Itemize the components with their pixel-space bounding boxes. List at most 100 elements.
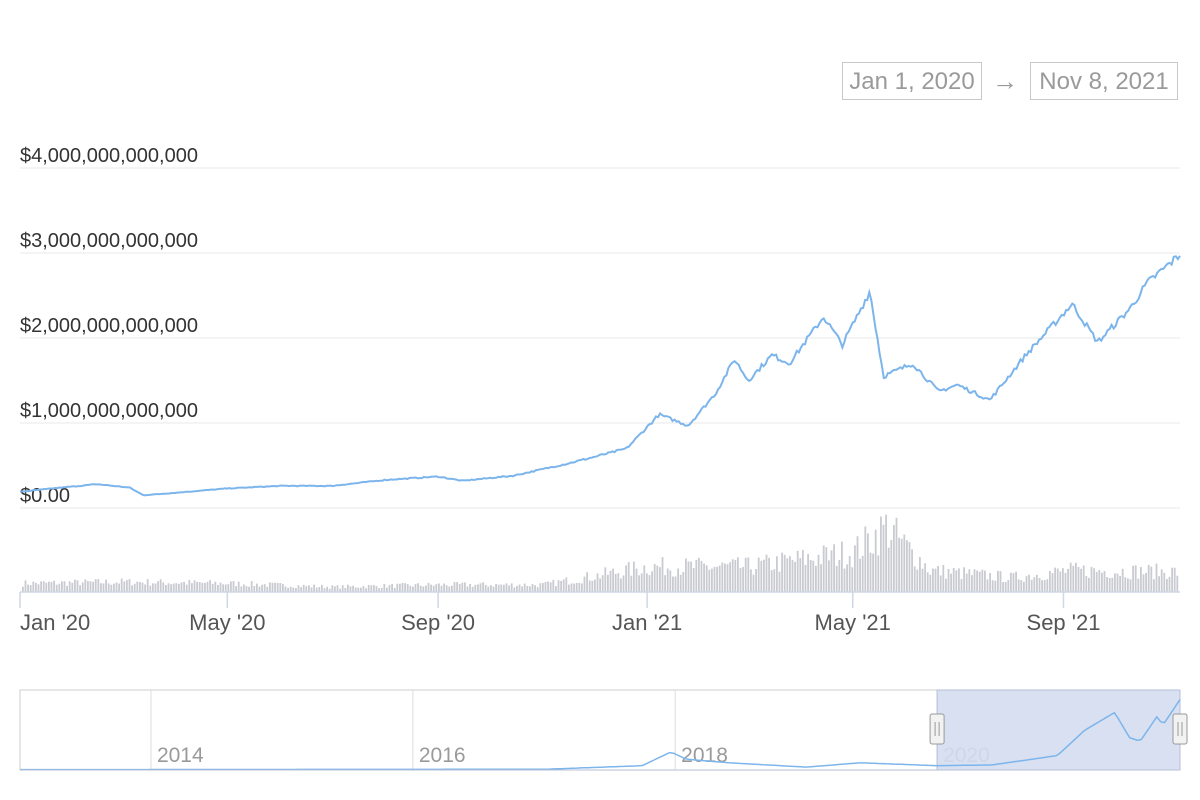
volume-bar [490,585,492,592]
volume-bar [66,585,68,592]
volume-bar [201,582,204,592]
navigator-tick-label: 2016 [419,744,466,767]
volume-bar [614,573,617,592]
volume-bar [222,584,224,592]
volume-bar [1067,568,1069,592]
volume-bar [568,584,570,592]
x-axis: Jan '20 May '20 Sep '20 Jan '21 May '21 Sep '… [19,591,1180,635]
volume-bar [214,581,217,592]
volume-bar [32,581,35,592]
volume-bar [794,561,796,592]
y-tick-label: $2,000,000,000,000 [20,315,198,337]
x-tick-label: Jan '21 [612,610,682,635]
volume-bar [503,584,505,592]
volume-bar [588,580,591,592]
volume-bar [276,582,279,592]
volume-bar [287,587,289,592]
volume-bar [383,583,386,592]
volume-bar [882,524,885,592]
volume-bar [334,586,336,592]
volume-bar [232,581,235,592]
volume-bar [838,560,841,592]
volume-bar [74,579,76,592]
volume-bar [1108,578,1111,592]
volume-bar [315,587,318,592]
volume-bar [152,583,154,592]
volume-bar [126,580,128,592]
volume-bar [789,556,791,592]
volume-bar [586,572,588,592]
volume-bar [664,575,666,592]
volume-bar [1088,577,1090,592]
volume-bar [1158,576,1160,592]
volume-bar [495,583,497,592]
volume-bar [292,587,295,592]
volume-bar [1082,565,1085,592]
volume-bar [986,579,989,592]
volume-bar [1114,573,1116,592]
volume-bar [1002,582,1004,592]
volume-bar [594,579,596,592]
volume-bar [388,584,391,592]
volume-bar [773,569,776,592]
volume-bar [133,583,136,592]
volume-bar [1090,566,1093,592]
volume-bar [669,570,672,592]
volume-bar [1072,565,1075,592]
volume-bar [963,567,965,592]
volume-bar [544,582,547,592]
volume-bar [37,584,40,592]
volume-bar [357,587,360,592]
volume-bar [487,586,490,592]
volume-bar [630,575,633,592]
volume-bar [984,570,986,592]
volume-bar [672,576,674,592]
range-end-input[interactable]: Nov 8, 2021 [1030,62,1178,100]
volume-bar [861,555,864,592]
volume-bar [27,584,29,592]
volume-bar [1051,573,1054,592]
navigator-selection[interactable] [936,689,1181,771]
volume-bar [958,568,960,592]
volume-bar [791,559,794,592]
volume-bar [703,563,705,592]
volume-bar [204,583,206,592]
volume-bar [284,586,287,592]
volume-bar [167,583,170,592]
volume-bar [786,558,789,592]
volume-bar [183,581,185,592]
volume-bar [924,563,926,592]
volume-bar [22,586,24,592]
range-start-input[interactable]: Jan 1, 2020 [842,62,982,100]
volume-bar [552,579,555,592]
volume-bar [120,578,123,592]
navigator: 2014201620182020 [19,689,1188,771]
volume-bar [711,568,713,592]
volume-bar [144,584,146,592]
volume-bar [248,586,250,592]
volume-bar [1176,575,1179,592]
volume-bar [1121,568,1124,592]
volume-bar [430,584,432,592]
volume-bar [401,583,404,592]
volume-bar [640,573,643,592]
volume-bar [295,588,297,592]
navigator-right-handle[interactable] [1172,713,1188,745]
volume-bar [245,586,248,592]
volume-bar [742,567,744,592]
volume-bar [942,565,945,592]
y-tick-label: $1,000,000,000,000 [20,400,198,422]
volume-bar [302,584,305,592]
volume-bar [1103,570,1106,592]
volume-bar [952,568,955,592]
volume-bar [479,583,482,592]
volume-bar [497,584,500,592]
volume-bar [939,575,942,592]
navigator-left-handle[interactable] [929,713,945,745]
volume-bar [542,582,544,592]
volume-bar [29,585,32,592]
volume-bar [136,581,139,592]
volume-bar [1129,579,1132,592]
volume-bar [45,582,48,592]
volume-bar [289,586,292,592]
